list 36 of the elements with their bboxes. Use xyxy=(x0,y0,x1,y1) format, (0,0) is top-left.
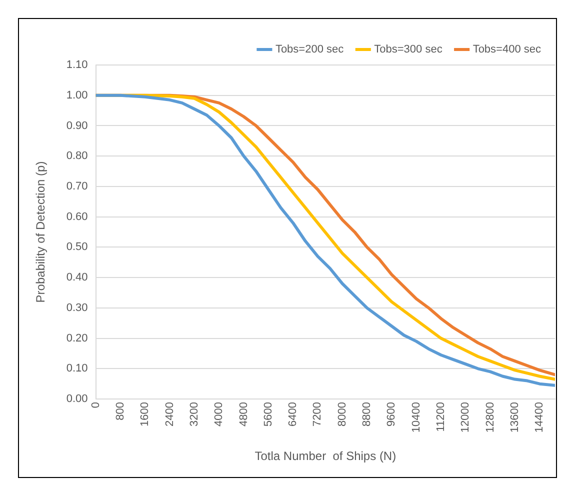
y-tick-label: 0.90 xyxy=(66,120,88,132)
y-tick-label: 0.70 xyxy=(66,180,88,192)
x-tick-label: 7200 xyxy=(312,402,324,426)
x-tick-label: 8800 xyxy=(361,402,374,426)
x-tick-label: 800 xyxy=(114,402,126,420)
y-tick-label: 0.50 xyxy=(66,241,88,254)
y-axis-title: Probability of Detection (p) xyxy=(34,161,48,303)
x-tick-label: 0 xyxy=(90,402,102,408)
x-tick-label: 6400 xyxy=(287,402,300,426)
legend-label: Tobs=300 sec xyxy=(374,44,443,56)
y-tick-label: 0.00 xyxy=(66,393,88,406)
y-tick-label: 1.10 xyxy=(66,59,88,72)
x-tick-label: 4000 xyxy=(213,402,226,426)
x-tick-label: 12000 xyxy=(460,402,472,433)
x-tick-label: 2400 xyxy=(164,402,176,426)
x-tick-label: 13600 xyxy=(508,402,521,433)
y-tick-label: 1.00 xyxy=(66,89,88,102)
x-tick-label: 11200 xyxy=(435,402,448,432)
x-tick-label: 8000 xyxy=(336,402,348,426)
legend-label: Tobs=400 sec xyxy=(472,44,542,56)
y-tick-label: 0.20 xyxy=(66,332,88,344)
x-tick-label: 12800 xyxy=(484,402,496,433)
x-tick-label: 14400 xyxy=(534,402,546,433)
y-tick-label: 0.30 xyxy=(66,302,88,314)
y-tick-label: 0.10 xyxy=(66,362,88,375)
y-tick-label: 0.40 xyxy=(66,272,88,284)
x-tick-label: 5600 xyxy=(262,402,274,426)
x-tick-label: 10400 xyxy=(410,402,422,433)
legend-label: Tobs=200 sec xyxy=(275,44,344,56)
x-tick-label: 9600 xyxy=(386,402,398,426)
x-tick-label: 1600 xyxy=(139,402,152,426)
y-tick-label: 0.60 xyxy=(66,210,88,223)
x-tick-label: 3200 xyxy=(188,402,200,426)
y-tick-label: 0.80 xyxy=(66,150,88,162)
x-axis-title: Totla Number of Ships (N) xyxy=(254,449,396,464)
x-tick-label: 4800 xyxy=(238,402,250,426)
